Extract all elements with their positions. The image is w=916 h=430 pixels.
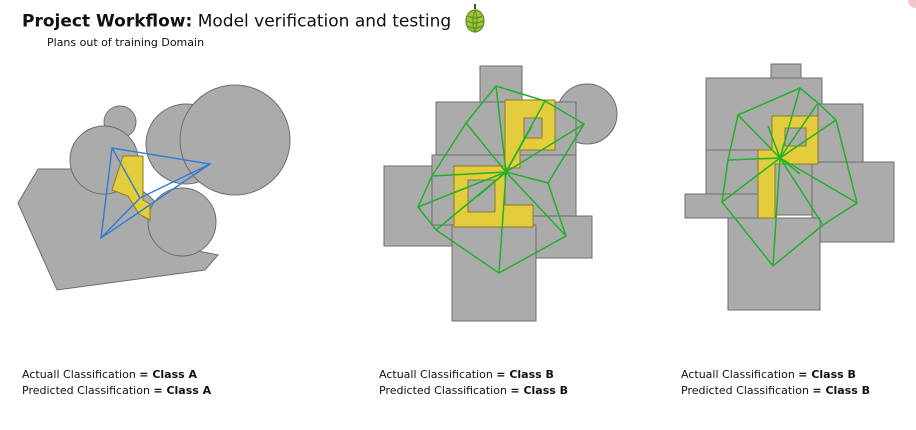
class-b-graph xyxy=(721,87,858,268)
actual-class-value: Class B xyxy=(811,368,856,381)
class-b-graph xyxy=(417,85,586,274)
zone-highlight xyxy=(111,155,151,221)
predicted-class-value: Class B xyxy=(825,384,871,397)
page-title: Project Workflow: Model verification and… xyxy=(22,4,487,39)
result-block-3: Actuall Classification = Class B Predict… xyxy=(681,367,870,399)
floorplan-class-b-2 xyxy=(684,63,895,311)
result-block-1: Actuall Classification = Class A Predict… xyxy=(22,367,211,399)
predicted-class-value: Class A xyxy=(166,384,212,397)
predicted-classification: Predicted Classification = Class A xyxy=(22,384,212,397)
subtitle: Plans out of training Domain xyxy=(47,36,205,49)
title-rest: Model verification and testing xyxy=(192,11,452,32)
predicted-classification: Predicted Classification = Class B xyxy=(681,384,871,397)
actual-class-value: Class A xyxy=(152,368,198,381)
predicted-classification: Predicted Classification = Class B xyxy=(379,384,569,397)
title-bold: Project Workflow: xyxy=(22,11,193,32)
building-footprint xyxy=(684,63,895,311)
floorplan-class-a xyxy=(17,84,291,291)
hop-cone-icon xyxy=(463,4,487,39)
actual-class-value: Class B xyxy=(509,368,554,381)
floorplan-class-b-1 xyxy=(383,65,618,322)
building-footprint xyxy=(17,84,291,291)
result-block-2: Actuall Classification = Class B Predict… xyxy=(379,367,568,399)
actual-classification: Actuall Classification = Class B xyxy=(379,368,554,381)
predicted-class-value: Class B xyxy=(523,384,569,397)
actual-classification: Actuall Classification = Class A xyxy=(22,368,198,381)
class-a-graph xyxy=(100,147,212,240)
corner-marker xyxy=(908,0,916,8)
actual-classification: Actuall Classification = Class B xyxy=(681,368,856,381)
